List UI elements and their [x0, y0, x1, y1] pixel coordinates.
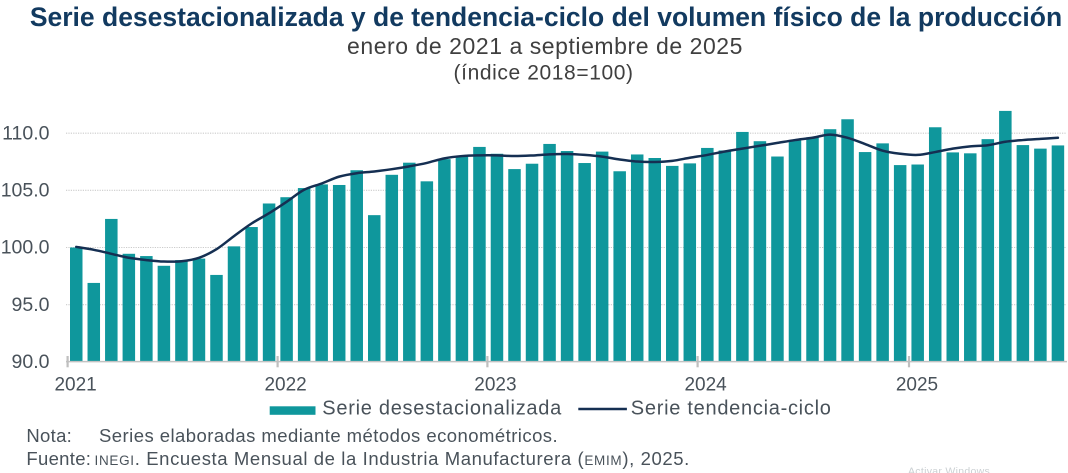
svg-text:2022: 2022 [264, 375, 306, 396]
svg-text:2025: 2025 [896, 375, 938, 396]
svg-text:Fuente:: Fuente: [26, 448, 91, 469]
svg-text:2024: 2024 [684, 375, 727, 396]
svg-text:110.0: 110.0 [2, 122, 50, 144]
svg-text:2023: 2023 [474, 375, 516, 396]
svg-text:Activar Windows: Activar Windows [908, 466, 990, 473]
svg-text:INEGI. Encuesta Mensual de la: INEGI. Encuesta Mensual de la Industria … [95, 448, 690, 469]
svg-text:Series elaboradas mediante mét: Series elaboradas mediante métodos econo… [99, 425, 558, 446]
svg-text:2021: 2021 [54, 375, 96, 396]
svg-text:100.0: 100.0 [1, 237, 50, 259]
svg-text:(índice 2018=100): (índice 2018=100) [454, 62, 634, 85]
svg-text:Serie tendencia-ciclo: Serie tendencia-ciclo [631, 398, 832, 420]
svg-text:Serie desestacionalizada y de: Serie desestacionalizada y de tendencia-… [30, 2, 1062, 32]
svg-text:enero de 2021 a septiembre de: enero de 2021 a septiembre de 2025 [347, 33, 743, 59]
svg-text:95.0: 95.0 [12, 294, 50, 316]
svg-text:105.0: 105.0 [1, 180, 50, 202]
svg-text:Serie desestacionalizada: Serie desestacionalizada [322, 398, 562, 420]
svg-text:90.0: 90.0 [12, 351, 50, 373]
svg-text:Nota:: Nota: [26, 425, 72, 446]
